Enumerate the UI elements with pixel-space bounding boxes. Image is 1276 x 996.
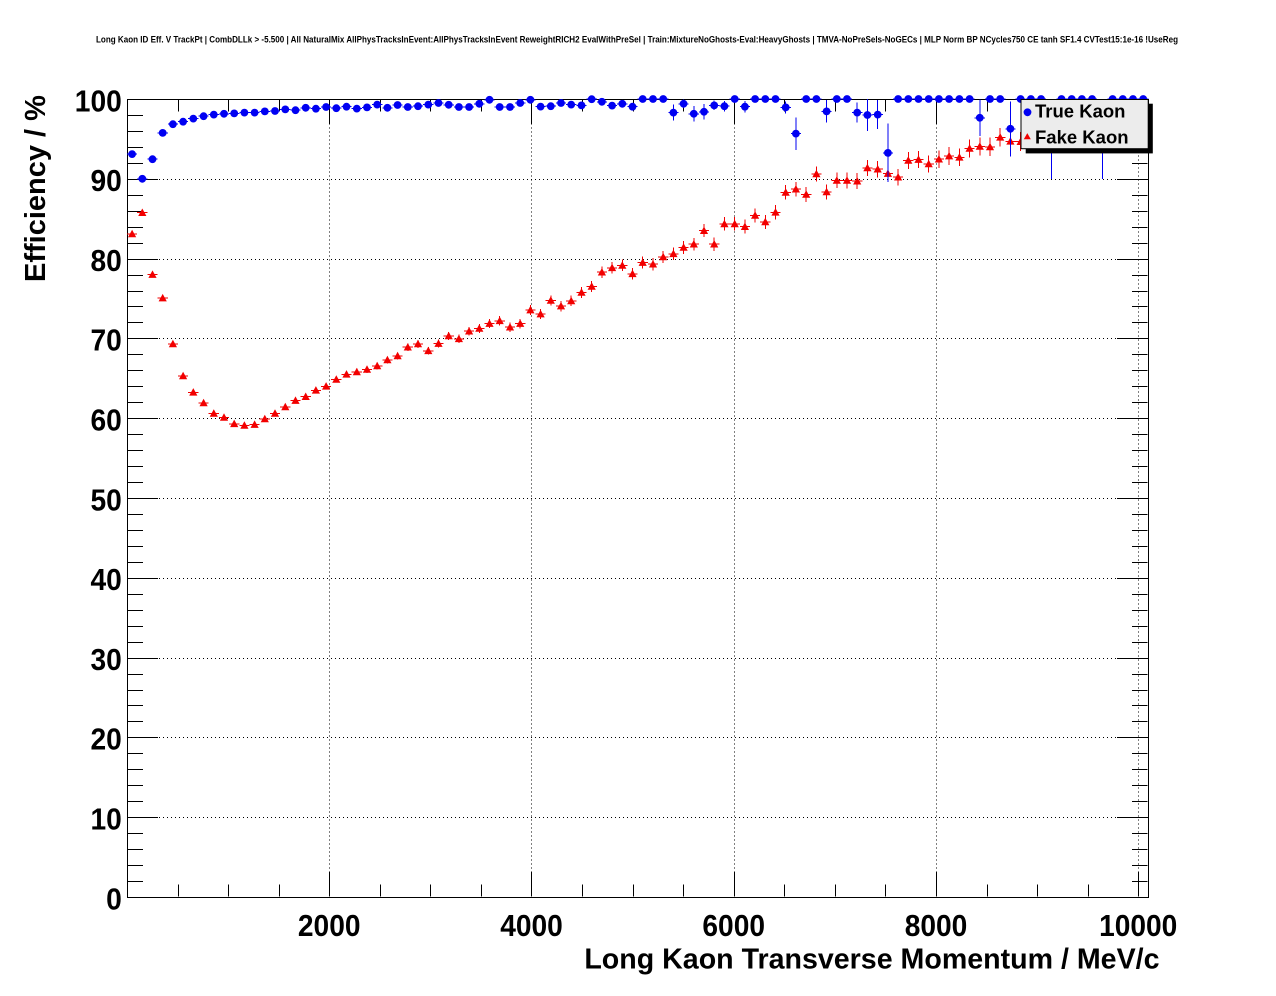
svg-text:0: 0 bbox=[106, 882, 122, 916]
svg-text:2000: 2000 bbox=[298, 909, 361, 943]
svg-text:8000: 8000 bbox=[905, 909, 968, 943]
svg-text:6000: 6000 bbox=[702, 909, 765, 943]
svg-text:100: 100 bbox=[75, 84, 122, 118]
svg-text:90: 90 bbox=[91, 164, 122, 198]
svg-text:50: 50 bbox=[91, 483, 122, 517]
svg-text:30: 30 bbox=[91, 643, 122, 677]
svg-text:10000: 10000 bbox=[1099, 909, 1177, 943]
svg-text:80: 80 bbox=[91, 244, 122, 278]
svg-text:10: 10 bbox=[91, 803, 122, 837]
svg-text:4000: 4000 bbox=[500, 909, 563, 943]
svg-text:Fake Kaon: Fake Kaon bbox=[1035, 127, 1129, 148]
svg-text:60: 60 bbox=[91, 404, 122, 438]
svg-text:Efficiency / %: Efficiency / % bbox=[20, 95, 52, 282]
svg-text:True Kaon: True Kaon bbox=[1035, 101, 1125, 122]
svg-text:70: 70 bbox=[91, 324, 122, 358]
svg-text:Long Kaon ID Eff. V TrackPt |: Long Kaon ID Eff. V TrackPt | CombDLLk >… bbox=[96, 35, 1178, 46]
svg-text:40: 40 bbox=[91, 563, 122, 597]
svg-text:Long Kaon Transverse Momentum: Long Kaon Transverse Momentum / MeV/c bbox=[584, 944, 1159, 976]
svg-text:20: 20 bbox=[91, 723, 122, 757]
